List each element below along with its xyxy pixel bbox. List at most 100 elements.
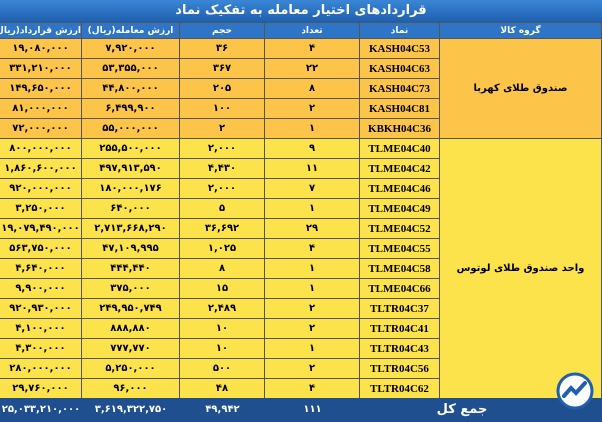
table-row: TLTR04C41 ۲ ۱۰ ۸۸۸,۸۸۰ ۴,۱۰۰,۰۰۰ [0,318,602,339]
contract-value: ۴,۶۴۰,۰۰۰ [0,258,82,279]
symbol: TLTR04C62 [359,378,440,399]
count: ۴ [264,378,360,399]
count: ۲ [264,98,360,119]
trade-value: ۴۴,۸۰۰,۰۰۰ [81,78,180,99]
symbol: TLME04C42 [359,158,440,179]
contract-value: ۵۶۳,۷۵۰,۰۰۰ [0,238,82,259]
table-row: KBKH04C36 ۱ ۲ ۵۵,۰۰۰,۰۰۰ ۷۲,۰۰۰,۰۰۰ [0,118,602,139]
symbol: TLTR04C37 [359,298,440,319]
symbol: TLME04C55 [359,238,440,259]
count: ۲۹ [264,218,360,239]
contract-value: ۲۸۰,۰۰۰,۰۰۰ [0,358,82,379]
contract-value: ۸۱,۰۰۰,۰۰۰ [0,98,82,119]
count: ۱ [264,118,360,139]
count: ۱ [264,338,360,359]
trade-value: ۲۴۹,۹۵۰,۷۴۹ [81,298,180,319]
trade-value: ۲,۷۱۳,۶۶۸,۲۹۰ [81,218,180,239]
volume: ۳۶,۶۹۲ [179,218,265,239]
trade-value: ۴۴۴,۴۴۰ [81,258,180,279]
logo [556,372,594,410]
table-row: KASH04C73 ۸ ۲۰۵ ۴۴,۸۰۰,۰۰۰ ۱۴۹,۶۵۰,۰۰۰ [0,78,602,99]
symbol: KASH04C63 [359,58,440,79]
trade-value: ۶,۴۹۹,۹۰۰ [81,98,180,119]
contract-value: ۴,۱۰۰,۰۰۰ [0,318,82,339]
volume: ۴,۴۳۰ [179,158,265,179]
count: ۱ [264,198,360,219]
contract-value: ۷۲,۰۰۰,۰۰۰ [0,118,82,139]
total-value: ۳,۶۱۹,۳۲۲,۷۵۰ [94,404,168,415]
count: ۱۱ [264,158,360,179]
volume: ۱۰ [179,338,265,359]
symbol: KASH04C53 [359,38,440,59]
symbol: TLTR04C43 [359,338,440,359]
header-row: گروه کالا نماد تعداد حجم ارزش معامله(ریال) ار… [0,22,602,39]
count: ۱ [264,278,360,299]
trade-value: ۱۸۰,۰۰۰,۱۷۶ [81,178,180,199]
volume: ۳۶ [179,38,265,59]
total-label: جمع کل [436,402,488,417]
trade-value: ۵,۲۵۰,۰۰۰ [81,358,180,379]
total-volume: ۴۹,۹۴۲ [205,404,240,415]
symbol: KBKH04C36 [359,118,440,139]
column-header: تعداد [264,22,360,39]
symbol: TLME04C66 [359,278,440,299]
volume: ۲۰۵ [179,78,265,99]
contract-value: ۳,۲۵۰,۰۰۰ [0,198,82,219]
count: ۲۲ [264,58,360,79]
title: قراردادهای اختیار معامله به تفکیک نماد [0,0,602,22]
volume: ۱۰۰ [179,98,265,119]
count: ۹ [264,138,360,159]
table-row: TLME04C66 ۱ ۱۵ ۳۷۵,۰۰۰ ۹,۹۰۰,۰۰۰ [0,278,602,299]
volume: ۱۰ [179,318,265,339]
contract-value: ۱۹,۰۸۰,۰۰۰ [0,38,82,59]
symbol: TLTR04C56 [359,358,440,379]
symbol: KASH04C73 [359,78,440,99]
count: ۱ [264,258,360,279]
table-row: TLME04C49 ۱ ۵ ۶۴۰,۰۰۰ ۳,۲۵۰,۰۰۰ [0,198,602,219]
contract-value: ۲۹,۷۶۰,۰۰۰ [0,378,82,399]
contract-value: ۴,۳۰۰,۰۰۰ [0,338,82,359]
symbol: KASH04C81 [359,98,440,119]
volume: ۸ [179,258,265,279]
count: ۴ [264,38,360,59]
table-row: KASH04C63 ۲۲ ۳۶۷ ۵۳,۳۵۵,۰۰۰ ۳۳۱,۲۱۰,۰۰۰ [0,58,602,79]
symbol: TLTR04C41 [359,318,440,339]
total-row: جمع کل ۱۱۱ ۴۹,۹۴۲ ۳,۶۱۹,۳۲۲,۷۵۰ ۲۵,۰۳۳,۲… [0,398,602,422]
contract-value: ۳۳۱,۲۱۰,۰۰۰ [0,58,82,79]
symbol: TLME04C52 [359,218,440,239]
trade-value: ۳۷۵,۰۰۰ [81,278,180,299]
table-row: KASH04C81 ۲ ۱۰۰ ۶,۴۹۹,۹۰۰ ۸۱,۰۰۰,۰۰۰ [0,98,602,119]
contract-value: ۱۴۹,۶۵۰,۰۰۰ [0,78,82,99]
count: ۸ [264,78,360,99]
contract-value: ۹,۹۰۰,۰۰۰ [0,278,82,299]
symbol: TLME04C40 [359,138,440,159]
table: گروه کالا نماد تعداد حجم ارزش معامله(ریال) ار… [0,22,602,399]
trade-value: ۷۷۷,۷۷۰ [81,338,180,359]
count: ۲ [264,298,360,319]
trade-value: ۴۹۷,۹۱۳,۵۹۰ [81,158,180,179]
trade-value: ۷,۹۲۰,۰۰۰ [81,38,180,59]
volume: ۳۶۷ [179,58,265,79]
symbol: TLME04C46 [359,178,440,199]
symbol: TLME04C49 [359,198,440,219]
contract-value: ۱,۸۶۰,۶۰۰,۰۰۰ [0,158,82,179]
table-row: TLME04C52 ۲۹ ۳۶,۶۹۲ ۲,۷۱۳,۶۶۸,۲۹۰ ۱۹,۰۷۹,۴۹۰… [0,218,602,239]
column-header: حجم [179,22,265,39]
group-name: صندوق طلای کهربا [439,38,602,139]
total-contract: ۲۵,۰۳۳,۲۱۰,۰۰۰ [1,404,81,415]
table-row: واحد صندوق طلای لوتوس TLME04C40 ۹ ۲,۰۰۰ ۲۵۵,… [0,138,602,399]
trade-value: ۸۸۸,۸۸۰ [81,318,180,339]
contract-value: ۱۹,۰۷۹,۴۹۰,۰۰۰ [0,218,82,239]
volume: ۴۸ [179,378,265,399]
group-name: واحد صندوق طلای لوتوس [439,138,602,399]
trade-value: ۹۶,۰۰۰ [81,378,180,399]
contract-value: ۸۰۰,۰۰۰,۰۰۰ [0,138,82,159]
trade-value: ۵۳,۳۵۵,۰۰۰ [81,58,180,79]
volume: ۲ [179,118,265,139]
table-row: TLTR04C37 ۲ ۲,۴۸۹ ۲۴۹,۹۵۰,۷۴۹ ۹۲۰,۹۳۰,۰۰۰ [0,298,602,319]
volume: ۵ [179,198,265,219]
table-row: TLTR04C43 ۱ ۱۰ ۷۷۷,۷۷۰ ۴,۳۰۰,۰۰۰ [0,338,602,359]
volume: ۵۰۰ [179,358,265,379]
count: ۴ [264,238,360,259]
